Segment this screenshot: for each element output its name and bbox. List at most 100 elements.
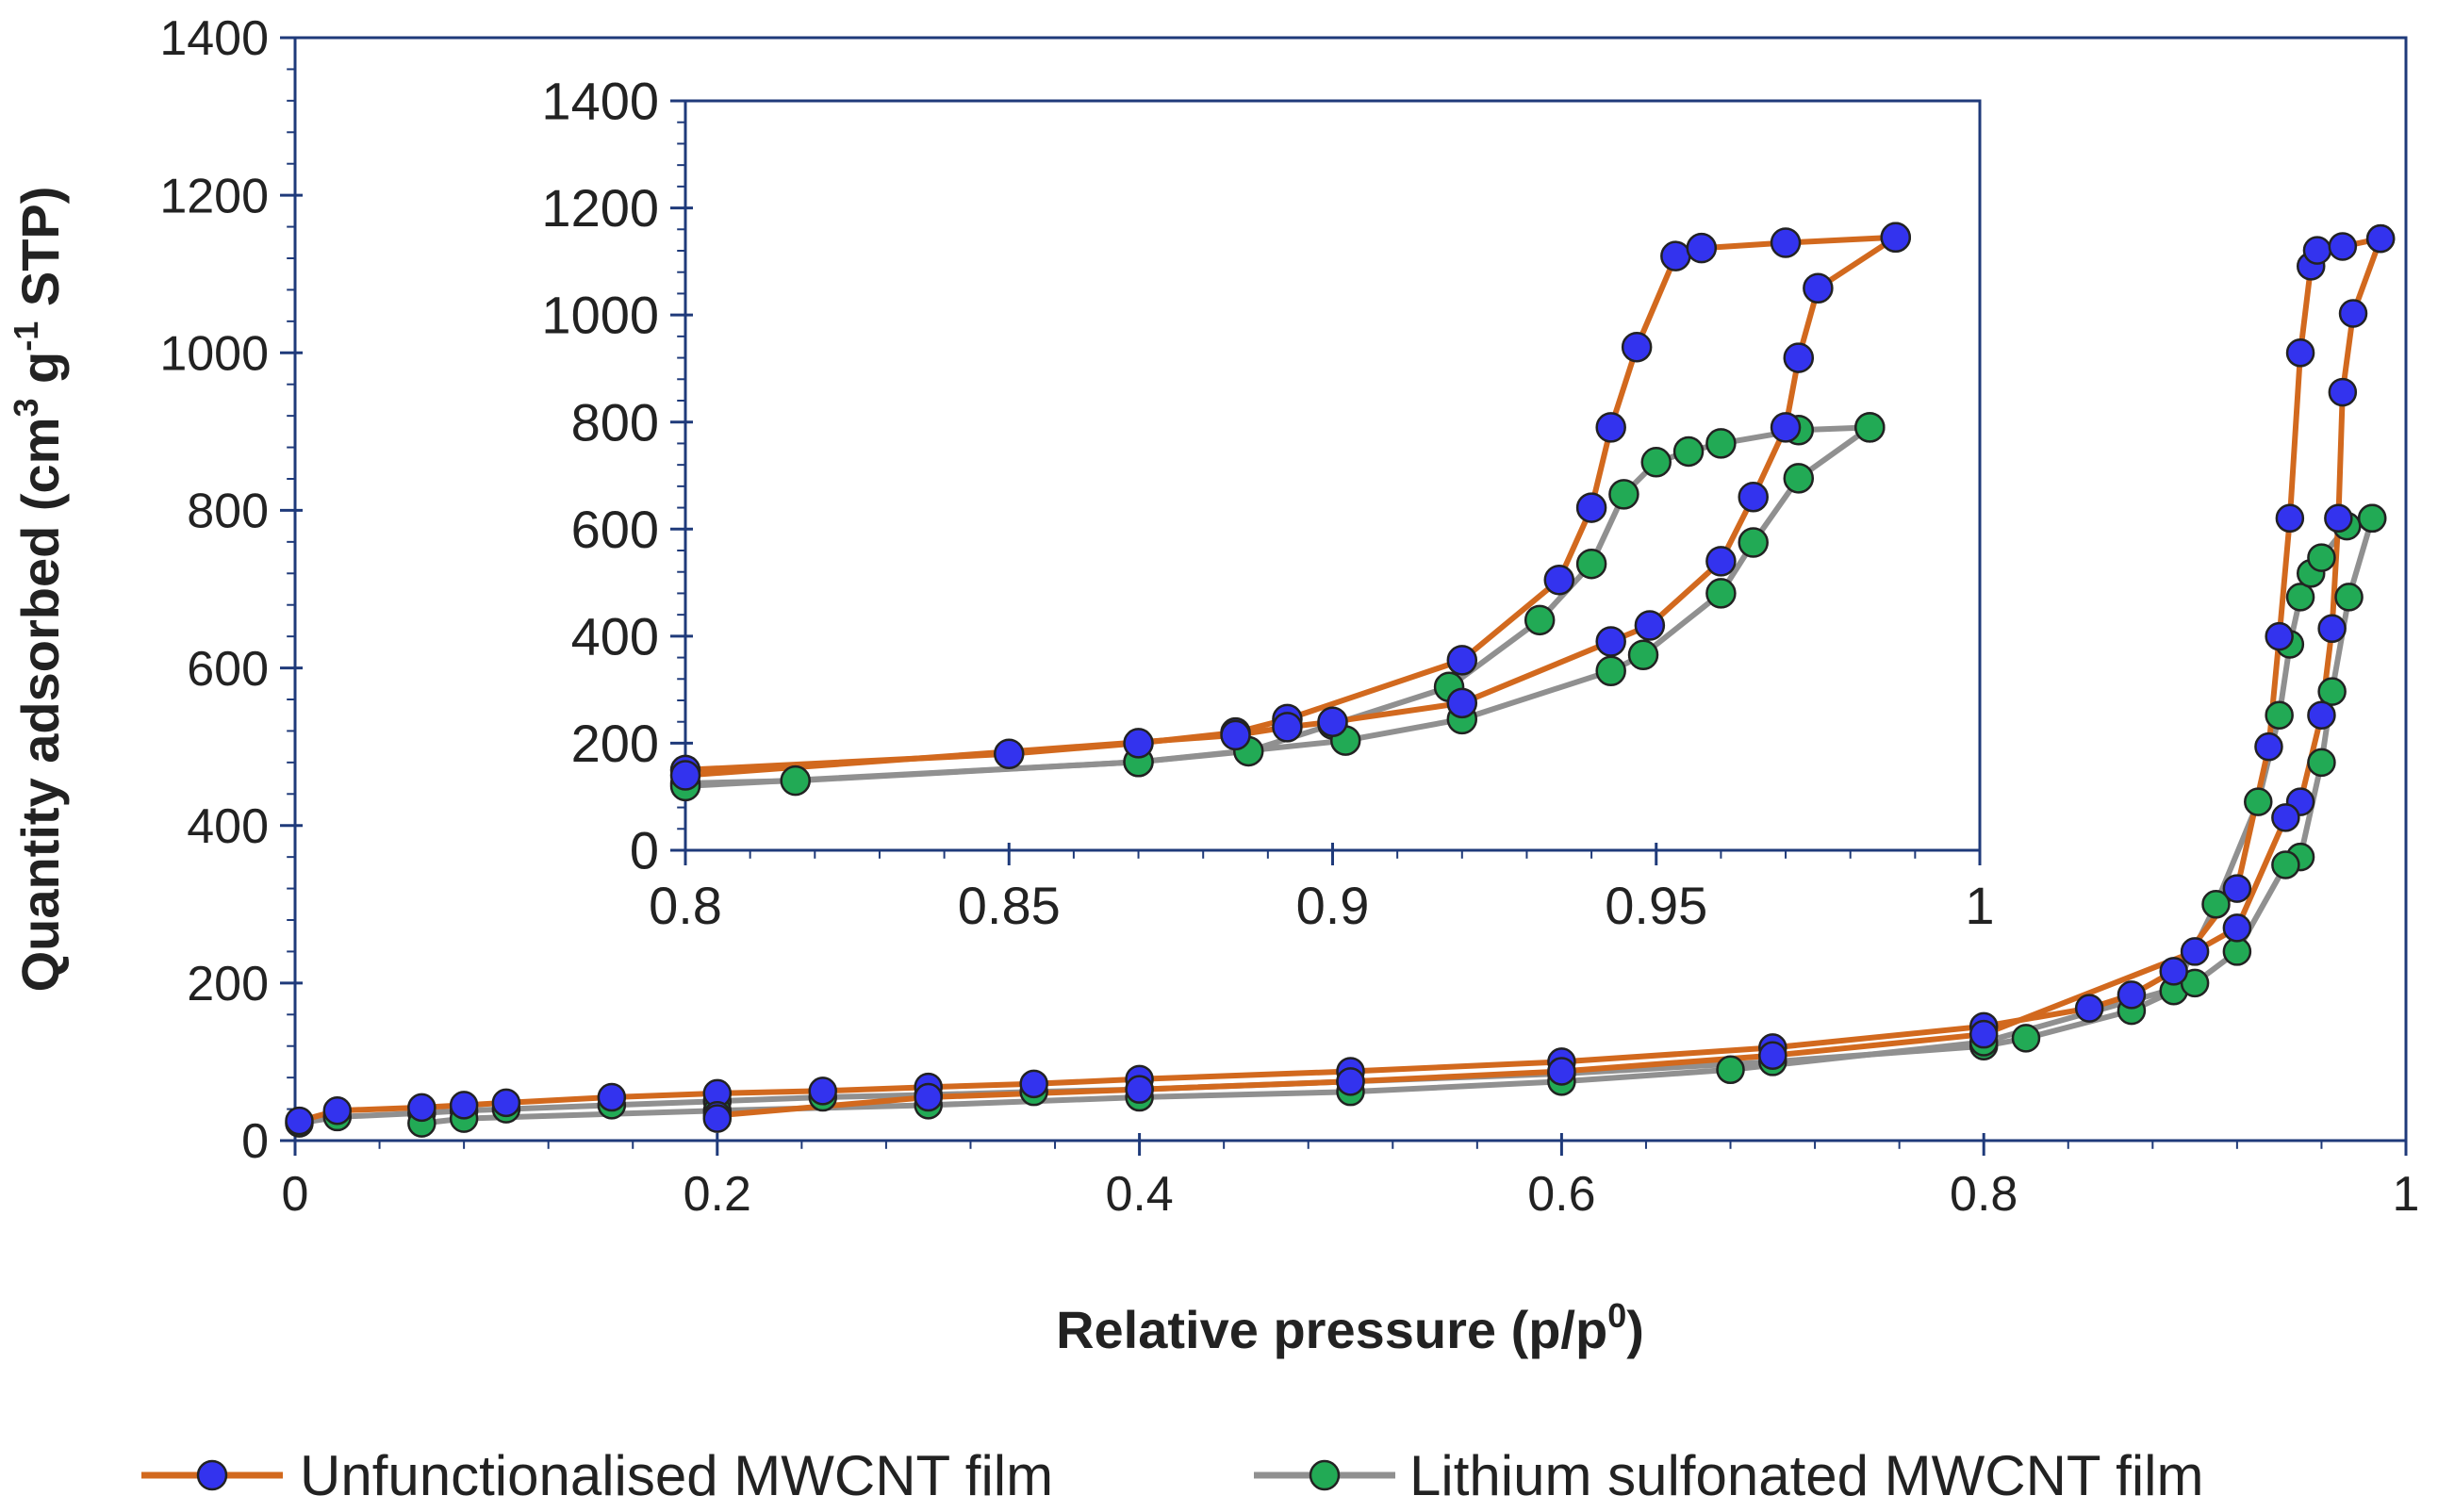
y-tick-label: 1200 (541, 178, 659, 238)
data-point-unfunctionalised (2285, 338, 2315, 368)
series-line-unfunctionalised-desorption (714, 236, 2384, 1122)
y-tick-label: 1200 (159, 169, 269, 223)
data-point-lithium-sulfonated (1575, 548, 1607, 580)
data-point-unfunctionalised (2338, 299, 2368, 328)
data-point-unfunctionalised (1547, 1057, 1576, 1086)
main-axes (280, 36, 2408, 1156)
x-tick-label: 1 (2393, 1167, 2420, 1222)
data-point-lithium-sulfonated (1738, 527, 1769, 558)
data-point-unfunctionalised (1738, 481, 1769, 513)
data-point-unfunctionalised (1758, 1041, 1787, 1070)
data-point-unfunctionalised (1543, 564, 1575, 596)
data-point-unfunctionalised (1621, 331, 1653, 363)
data-point-unfunctionalised (285, 1106, 314, 1136)
data-point-unfunctionalised (1336, 1067, 1365, 1096)
y-axis-label: Quantity adsorbed (cm3 g-1 STP) (7, 187, 70, 993)
data-point-lithium-sulfonated (2307, 748, 2336, 778)
data-point-unfunctionalised (1446, 687, 1478, 719)
x-tick-label: 1 (1965, 876, 1994, 935)
data-point-lithium-sulfonated (2307, 543, 2336, 572)
data-point-unfunctionalised (1125, 1075, 1154, 1104)
data-point-lithium-sulfonated (2011, 1024, 2041, 1053)
x-axis-label: Relative pressure (p/p0) (1056, 1296, 1644, 1359)
data-point-unfunctionalised (1803, 272, 1834, 304)
data-point-lithium-sulfonated (1716, 1055, 1745, 1085)
data-point-unfunctionalised (1575, 492, 1607, 523)
y-tick-label: 0 (630, 821, 659, 880)
data-point-lithium-sulfonated (2317, 677, 2347, 706)
x-tick-label: 0.4 (1105, 1167, 1173, 1222)
data-point-unfunctionalised (2180, 937, 2210, 966)
data-point-lithium-sulfonated (2265, 700, 2294, 730)
data-point-unfunctionalised (1634, 610, 1666, 641)
data-point-lithium-sulfonated (1705, 428, 1737, 459)
data-point-lithium-sulfonated (2285, 583, 2315, 612)
data-point-lithium-sulfonated (1627, 639, 1659, 670)
x-tick-label: 0 (282, 1167, 309, 1222)
y-tick-label: 200 (187, 957, 269, 1011)
data-point-lithium-sulfonated (1854, 412, 1886, 443)
data-point-unfunctionalised (2324, 503, 2353, 534)
data-point-lithium-sulfonated (1608, 479, 1639, 510)
x-tick-label: 0.8 (649, 876, 722, 935)
data-point-lithium-sulfonated (2222, 937, 2252, 966)
data-point-unfunctionalised (2302, 236, 2332, 265)
data-point-unfunctionalised (2365, 223, 2396, 254)
data-point-lithium-sulfonated (2334, 583, 2364, 612)
data-point-unfunctionalised (2222, 913, 2252, 943)
legend-label: Lithium sulfonated MWCNT film (1409, 1444, 2203, 1507)
x-tick-label: 0.8 (1950, 1167, 2018, 1222)
data-point-unfunctionalised (491, 1088, 521, 1118)
data-point-unfunctionalised (2271, 803, 2300, 832)
data-point-unfunctionalised (1272, 712, 1303, 743)
data-point-unfunctionalised (2254, 731, 2283, 762)
data-point-unfunctionalised (1783, 342, 1815, 373)
data-point-unfunctionalised (1969, 1019, 1999, 1049)
data-point-unfunctionalised (808, 1076, 837, 1106)
data-point-unfunctionalised (669, 760, 701, 791)
data-point-unfunctionalised (407, 1093, 437, 1123)
y-tick-label: 400 (571, 606, 659, 666)
data-point-lithium-sulfonated (1672, 436, 1705, 468)
data-point-unfunctionalised (1317, 706, 1348, 737)
x-tick-label: 0.6 (1527, 1167, 1595, 1222)
plot-frame (293, 36, 2408, 1142)
data-point-unfunctionalised (1880, 222, 1912, 254)
data-point-unfunctionalised (2074, 994, 2104, 1023)
inset-series (669, 222, 1912, 802)
data-point-unfunctionalised (1686, 232, 1718, 264)
data-point-unfunctionalised (1660, 240, 1691, 271)
legend-marker (1309, 1459, 1341, 1491)
y-tick-label: 1000 (159, 326, 269, 381)
y-tick-label: 200 (571, 714, 659, 773)
inset-tick-labels: 0 200 400 600 800 1000 1200 1400 0.8 0.85 0.9 0.95 1 (541, 72, 1994, 935)
legend-marker (196, 1459, 228, 1491)
y-tick-label: 1400 (541, 72, 659, 131)
data-point-unfunctionalised (1019, 1069, 1048, 1099)
y-tick-label: 1000 (541, 286, 659, 345)
main-series (285, 223, 2396, 1138)
data-point-lithium-sulfonated (1783, 463, 1815, 494)
data-point-lithium-sulfonated (1595, 655, 1626, 687)
data-point-unfunctionalised (1705, 546, 1737, 577)
data-point-unfunctionalised (1770, 227, 1802, 258)
data-point-unfunctionalised (2307, 700, 2336, 730)
data-point-unfunctionalised (449, 1091, 479, 1120)
data-point-unfunctionalised (1595, 626, 1626, 657)
data-point-unfunctionalised (2265, 621, 2294, 651)
data-point-lithium-sulfonated (2244, 787, 2273, 816)
data-point-lithium-sulfonated (780, 764, 811, 797)
data-point-unfunctionalised (702, 1104, 733, 1133)
data-point-lithium-sulfonated (1524, 604, 1556, 636)
data-point-unfunctionalised (2222, 874, 2252, 903)
y-tick-label: 800 (187, 485, 269, 539)
x-tick-label: 0.9 (1296, 876, 1370, 935)
y-tick-label: 1400 (159, 11, 269, 66)
data-point-unfunctionalised (2275, 503, 2305, 534)
x-tick-label: 0.95 (1605, 876, 1707, 935)
data-point-unfunctionalised (322, 1095, 353, 1126)
data-point-unfunctionalised (2159, 957, 2188, 986)
inset-axes (670, 99, 1982, 865)
